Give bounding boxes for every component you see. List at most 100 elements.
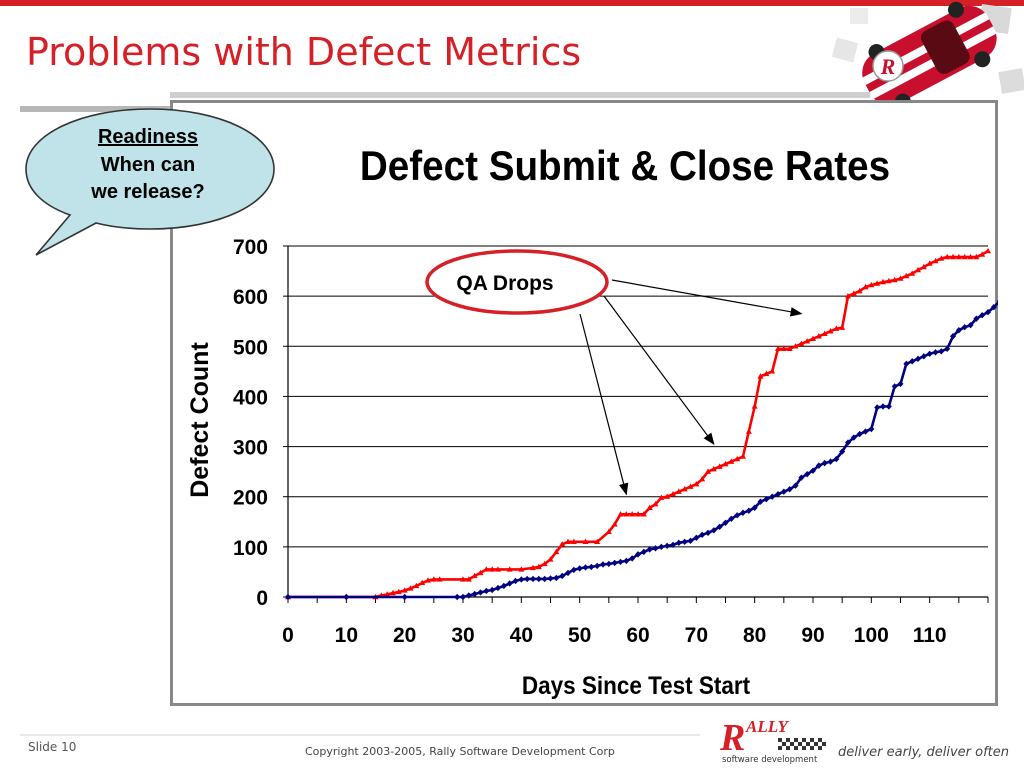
series-navy-point: [489, 586, 496, 594]
series-red-point: [757, 373, 764, 379]
footer-divider: [20, 734, 700, 736]
series-red-point: [483, 566, 490, 572]
series-navy-point: [559, 572, 566, 580]
series-navy-point: [506, 580, 513, 587]
series-navy-point: [483, 587, 490, 595]
series-navy-point: [792, 482, 799, 489]
series-red-point: [897, 275, 904, 281]
series-navy-point: [740, 509, 746, 516]
series-red-point: [471, 572, 478, 579]
series-red-point: [868, 281, 875, 288]
y-tick-label: 600: [233, 286, 268, 309]
series-navy-point: [839, 448, 846, 455]
series-red-point: [850, 290, 857, 296]
series-navy-point: [582, 564, 589, 571]
series-red-point: [944, 253, 951, 260]
series-navy-point: [343, 593, 350, 601]
series-red-point: [856, 287, 863, 294]
series-red-point: [705, 468, 711, 474]
series-navy-point: [961, 324, 968, 331]
y-tick-label: 700: [233, 236, 268, 259]
series-red-point: [629, 511, 636, 517]
series-navy-point: [705, 529, 711, 537]
series-red-point: [786, 345, 793, 351]
series-red-point: [740, 453, 746, 459]
callout-line-1: When can: [101, 154, 195, 176]
series-red-point: [384, 591, 391, 597]
series-navy-point: [570, 566, 577, 574]
series-red-point: [535, 563, 542, 570]
series-navy-point: [932, 349, 939, 356]
series-navy-point: [471, 590, 478, 598]
series-navy-point: [775, 491, 781, 498]
series-red-point: [827, 328, 834, 334]
slide-title: Problems with Defect Metrics: [26, 30, 582, 74]
series-navy-point: [611, 559, 618, 567]
series: [285, 247, 998, 601]
series-red-point: [565, 538, 571, 545]
x-tick-label: 40: [510, 624, 533, 647]
series-navy-point: [547, 575, 554, 582]
rally-logo-icon: R ALLY software development: [719, 717, 826, 765]
series-red-point: [780, 345, 787, 351]
series-navy-point: [874, 404, 881, 411]
series-navy-point: [944, 345, 951, 352]
x-tick-label: 20: [393, 624, 416, 647]
series-red-point: [734, 455, 741, 462]
series-red-point: [938, 255, 945, 261]
series-red-point: [903, 272, 910, 279]
series-red-point: [745, 428, 752, 434]
x-tick-label: 90: [801, 624, 824, 647]
series-red-point: [664, 493, 671, 499]
series-red-point: [716, 463, 723, 469]
axes: 0 100 200 300 400 500 600 700 0 10 20 30 40 50 60 70 80 9…: [233, 236, 989, 647]
y-tick-label: 300: [233, 437, 268, 460]
series-red-point: [728, 458, 735, 464]
series-navy-point: [699, 531, 706, 539]
x-tick-label: 0: [282, 624, 294, 647]
defect-chart: Defect Submit & Close Rates 010020030040…: [186, 141, 998, 700]
series-navy-point: [693, 534, 700, 542]
rally-logo-subtext: software development: [722, 755, 818, 765]
series-red-point: [862, 283, 869, 290]
series-navy-point: [629, 555, 636, 562]
series-red-point: [845, 292, 851, 299]
y-tick-label: 200: [233, 487, 268, 510]
series-navy-point: [821, 459, 828, 467]
series-red-point: [395, 588, 402, 595]
y-tick-label: 500: [233, 336, 268, 359]
series-navy-point: [967, 322, 974, 329]
series-red-point: [885, 277, 892, 284]
race-car-logo-icon: R: [831, 1, 1024, 110]
series-navy-point: [524, 575, 531, 583]
series-red-point: [810, 335, 816, 341]
series-navy-point: [786, 485, 793, 493]
series-navy-point: [605, 560, 612, 568]
x-tick-label: 10: [335, 624, 358, 647]
series-red-point: [967, 253, 974, 260]
series-red-point: [798, 340, 805, 346]
series-red-point: [594, 538, 601, 545]
tagline: deliver early, deliver often: [838, 745, 1010, 760]
series-navy-point: [763, 496, 770, 503]
series-red-point: [815, 333, 822, 339]
series-navy-point: [926, 350, 933, 358]
y-axis-label: Defect Count: [186, 342, 214, 498]
series-red-point: [401, 587, 408, 593]
series-red-point: [681, 485, 688, 492]
series-red-point: [646, 504, 653, 510]
qa-drop-arrow: [579, 313, 629, 496]
series-navy-point: [530, 575, 536, 583]
series-red-point: [611, 521, 618, 527]
chart-frame: [170, 100, 998, 706]
series-red-point: [617, 511, 624, 517]
series-navy-point: [810, 467, 816, 474]
series-navy-point: [798, 474, 805, 481]
chart-title: Defect Submit & Close Rates: [360, 141, 890, 189]
series-red-point: [477, 569, 484, 576]
series-red-point: [880, 278, 886, 285]
series-red-point: [699, 475, 706, 482]
series-red-point: [582, 538, 589, 545]
series-navy-point: [401, 593, 408, 601]
series-red-point: [804, 338, 811, 344]
